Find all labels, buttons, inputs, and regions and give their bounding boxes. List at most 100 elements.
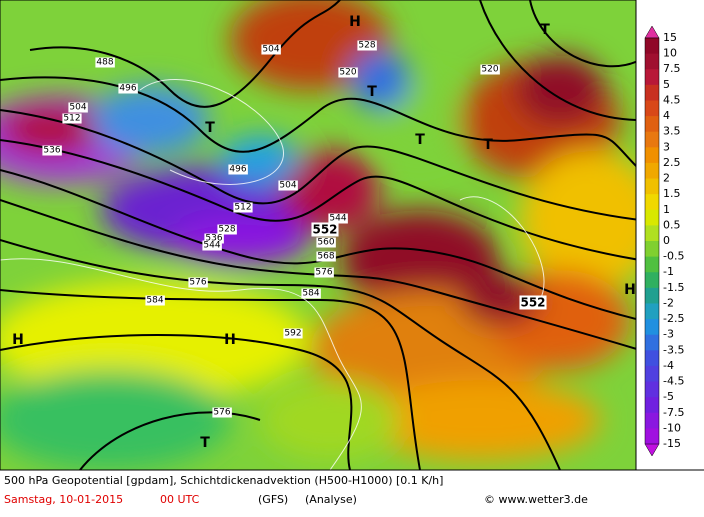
colorbar-label: 15 [663,31,677,44]
colorbar-swatch [645,147,659,164]
contour-label: 488 [96,58,113,68]
colorbar-label: 10 [663,47,677,60]
colorbar-cap [644,443,660,457]
contour-label-bg [42,145,62,156]
contour-label: 512 [234,203,251,213]
contour-label-bg [202,240,222,251]
colorbar-swatch [645,100,659,117]
colorbar-swatch [645,131,659,148]
contour-label: 592 [284,329,301,339]
pressure-center: T [205,120,215,136]
colorbar-label: 7.5 [663,62,681,75]
contour-label: 544 [203,241,220,251]
contour-label-bg [316,237,336,248]
colorbar-label: 2.5 [663,156,681,169]
colorbar-label: -2.5 [663,312,684,325]
colorbar-label: 4 [663,109,670,122]
contour-label-bg [283,328,303,339]
colorbar-swatch [645,350,659,367]
colorbar-swatch [645,365,659,383]
contour-label-bg [204,233,224,244]
footer-time: 00 UTC [160,493,200,506]
contour-label: 520 [339,68,356,78]
colorbar-label: -0.5 [663,250,684,263]
colorbar-label: 3.5 [663,125,681,138]
colorbar-label: 2 [663,172,670,185]
contour-label: 576 [189,278,206,288]
contour-label: 576 [213,408,230,418]
colorbar-cap [644,25,660,39]
colorbar-label: -4 [663,359,674,372]
footer-credit: © www.wetter3.de [484,493,588,506]
contour-label: 504 [279,181,296,191]
colorbar-label: 1.5 [663,187,681,200]
colorbar-swatch [645,412,659,429]
pressure-center: H [12,332,24,348]
colorbar-swatch [645,53,659,70]
colorbar-label: 5 [663,78,670,91]
colorbar-swatch [645,194,659,211]
footer-title: 500 hPa Geopotential [gpdam], Schichtdic… [4,474,443,487]
contour-label: 584 [302,289,319,299]
colorbar-swatch [645,225,659,242]
colorbar-label: -1.5 [663,281,684,294]
colorbar-label: -1 [663,265,674,278]
contour-label-bg [261,44,281,55]
colorbar-label: -2 [663,296,674,309]
contour-label: 560 [317,238,334,248]
contour-label-bg [301,288,321,299]
pressure-center: T [483,137,493,153]
colorbar-label: 1 [663,203,670,216]
contour-label: 568 [317,252,334,262]
footer-date: Samstag, 10-01-2015 [4,493,123,506]
contour-label-bg [95,57,115,68]
contour-label-bg [357,40,377,51]
contour-label-bg [212,407,232,418]
contour-label: 544 [329,214,346,224]
colorbar-swatch [645,256,659,273]
contour-label: 520 [481,65,498,75]
colorbar-swatch [645,287,659,304]
contour-label: 536 [43,146,60,156]
colorbar-swatch [645,209,659,226]
colorbar-label: -3.5 [663,343,684,356]
contour-label-bg [314,267,334,278]
colorbar-swatch [645,381,659,398]
contour-label-bg [278,180,298,191]
contour-label: 584 [146,296,163,306]
geopotential-contours [0,0,636,470]
colorbar-label: 0 [663,234,670,247]
contour-label: 528 [358,41,375,51]
pressure-center: T [415,132,425,148]
contour-label-bg [311,222,339,237]
contour-label-bg [328,213,348,224]
footer-run: (Analyse) [305,493,357,506]
footer-model: (GFS) [258,493,288,506]
contour-label: 576 [315,268,332,278]
colorbar-swatch [645,38,659,55]
pressure-center: T [540,22,550,38]
colorbar-label: -15 [663,437,681,450]
colorbar-label: -10 [663,421,681,434]
colorbar-label: 0.5 [663,218,681,231]
contour-label-bg [480,64,500,75]
contour-label: 504 [69,103,86,113]
colorbar-label: -5 [663,390,674,403]
contour-label-bg [118,83,138,94]
contour-label: 496 [119,84,136,94]
contour-label-bg [68,102,88,113]
contour-label-bg [228,164,248,175]
contour-label: 512 [63,114,80,124]
pressure-center: T [200,435,210,451]
colorbar-swatch [645,319,659,336]
colorbar-frame [644,37,660,445]
contour-label: 536 [205,234,222,244]
colorbar-label: -7.5 [663,406,684,419]
colorbar-swatch [645,178,659,195]
colorbar-swatch [645,272,659,289]
pressure-center: H [349,14,361,30]
contour-label: 496 [229,165,246,175]
contour-label-bg [188,277,208,288]
contour-label-bg [519,295,547,310]
